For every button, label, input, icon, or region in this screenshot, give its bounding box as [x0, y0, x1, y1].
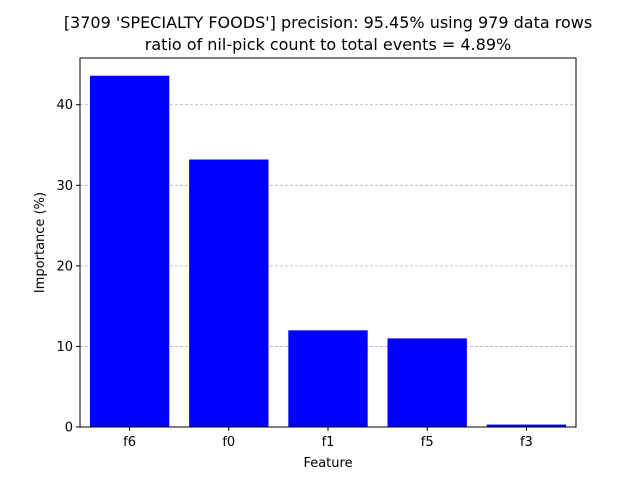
- x-tick-label-f3: f3: [520, 435, 533, 450]
- y-axis-label: Importance (%): [33, 192, 48, 293]
- x-tick-label-f0: f0: [222, 435, 235, 450]
- x-axis-label: Feature: [303, 456, 352, 471]
- bar-f0: [189, 159, 269, 427]
- x-tick-label-f5: f5: [421, 435, 434, 450]
- bar-series: [89, 75, 567, 428]
- bar-f1: [288, 330, 368, 427]
- chart-title: [3709 'SPECIALTY FOODS'] precision: 95.4…: [64, 13, 592, 32]
- y-tick-label: 10: [56, 340, 73, 355]
- chart-subtitle: ratio of nil-pick count to total events …: [145, 35, 511, 54]
- x-tick-label-f1: f1: [322, 435, 335, 450]
- x-tick-label-f6: f6: [123, 435, 136, 450]
- y-tick-label: 0: [65, 421, 73, 436]
- y-tick-label: 40: [56, 98, 73, 113]
- bar-f6: [89, 75, 170, 428]
- y-tick-label: 20: [56, 259, 73, 274]
- bar-f5: [387, 338, 467, 427]
- bar-f3: [486, 424, 567, 427]
- y-tick-label: 30: [56, 179, 73, 194]
- y-axis-ticks: 0 10 20 30 40: [56, 98, 80, 436]
- x-axis-ticks: f6 f0 f1 f5 f3: [123, 427, 533, 450]
